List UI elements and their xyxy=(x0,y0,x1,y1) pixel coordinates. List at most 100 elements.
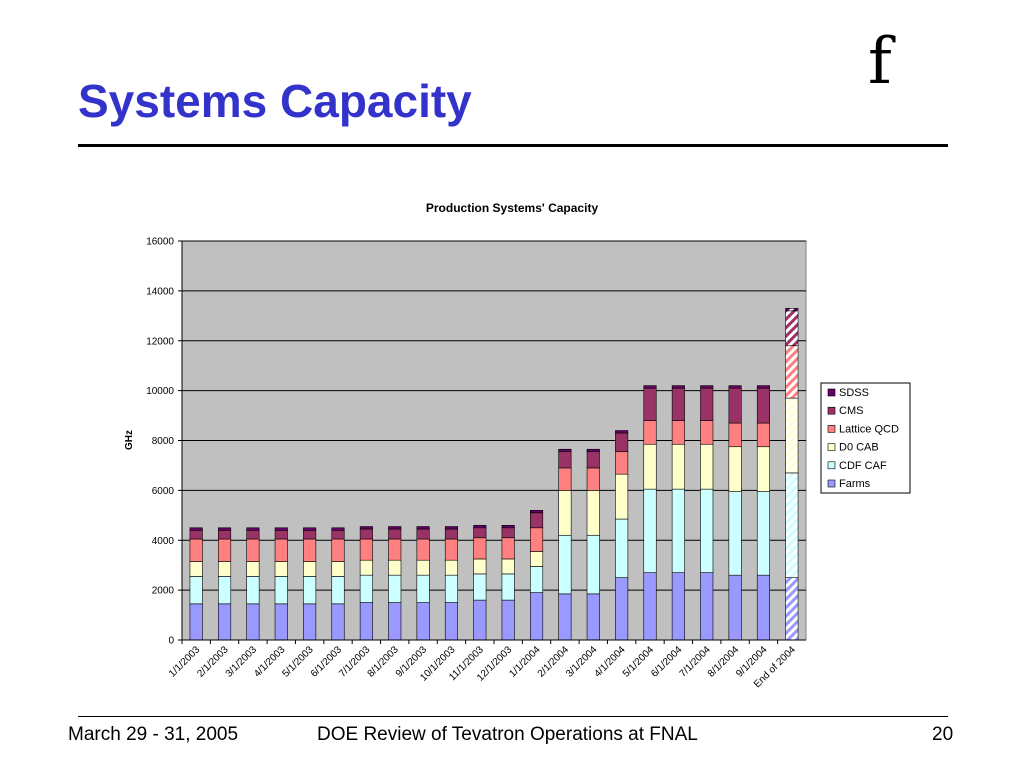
bar-cdf-caf-4-1-2003 xyxy=(274,576,288,605)
footer-date: March 29 - 31, 2005 xyxy=(68,724,239,745)
bar-farms-3-1-2003 xyxy=(246,603,260,641)
bar-d0-cab-5-1-2003 xyxy=(303,561,317,577)
bar-cdf-caf-4-1-2004 xyxy=(615,518,629,578)
bar-cms-9-1-2003 xyxy=(416,528,430,540)
bar-lattice-qcd-4-1-2004 xyxy=(615,451,629,475)
bar-cdf-caf-2-1-2004 xyxy=(558,534,572,595)
bar-d0-cab-9-1-2003 xyxy=(416,559,430,576)
bar-sdss-1-1-2004 xyxy=(530,510,544,514)
chart-title: Production Systems' Capacity xyxy=(426,201,599,215)
bar-cms-2-1-2004 xyxy=(558,451,572,469)
bar-cdf-caf-3-1-2003 xyxy=(246,576,260,605)
page-title: Systems Capacity xyxy=(78,75,472,127)
bar-sdss-6-1-2004 xyxy=(671,385,685,389)
bar-cdf-caf-8-1-2003 xyxy=(388,574,402,603)
bar-d0-cab-6-1-2004 xyxy=(671,443,685,490)
bar-d0-cab-6-1-2003 xyxy=(331,561,345,577)
bar-cdf-caf-3-1-2004 xyxy=(586,534,600,595)
bar-cdf-caf-6-1-2003 xyxy=(331,576,345,605)
bar-lattice-qcd-7-1-2003 xyxy=(359,538,373,561)
bar-cdf-caf-1-1-2004 xyxy=(530,566,544,593)
bar-sdss-3-1-2003 xyxy=(246,527,260,531)
x-tick-labels: 1/1/20032/1/20033/1/20034/1/20035/1/2003… xyxy=(167,640,798,690)
bar-cdf-caf-10-1-2003 xyxy=(444,574,458,603)
bar-cms-1-1-2004 xyxy=(530,512,544,529)
title-divider xyxy=(78,144,948,147)
bar-series xyxy=(189,308,799,641)
bar-cms-5-1-2003 xyxy=(303,529,317,540)
bar-sdss-11-1-2003 xyxy=(473,524,487,529)
y-tick-14000: 14000 xyxy=(146,286,174,297)
bar-lattice-qcd-11-1-2003 xyxy=(473,537,487,560)
bar-d0-cab-8-1-2003 xyxy=(388,559,402,576)
legend-swatch-lattice-qcd xyxy=(827,425,836,433)
bar-cdf-caf-5-1-2003 xyxy=(303,576,317,605)
bar-farms-6-1-2003 xyxy=(331,603,345,641)
bar-lattice-qcd-3-1-2004 xyxy=(586,467,600,491)
bar-d0-cab-end-of-2004 xyxy=(785,397,799,474)
bar-d0-cab-3-1-2003 xyxy=(246,561,260,577)
y-tick-10000: 10000 xyxy=(146,386,174,397)
bar-cms-8-1-2004 xyxy=(728,387,742,424)
bar-cdf-caf-8-1-2004 xyxy=(728,491,742,576)
bar-cms-3-1-2003 xyxy=(246,529,260,540)
bar-lattice-qcd-7-1-2004 xyxy=(700,420,714,445)
bar-lattice-qcd-8-1-2003 xyxy=(388,538,402,561)
bar-d0-cab-2-1-2003 xyxy=(218,561,232,577)
bar-farms-1-1-2004 xyxy=(530,592,544,641)
bar-sdss-9-1-2003 xyxy=(416,526,430,530)
y-tick-labels: 0 2000 4000 6000 8000 10000 12000 14000 16000 xyxy=(146,237,182,647)
bar-cdf-caf-7-1-2004 xyxy=(700,488,714,573)
fermilab-logo-icon: f xyxy=(868,25,892,99)
bar-lattice-qcd-9-1-2003 xyxy=(416,538,430,561)
y-tick-16000: 16000 xyxy=(146,237,174,248)
footer-event: DOE Review of Tevatron Operations at FNA… xyxy=(317,724,698,745)
legend-swatch-cdf-caf xyxy=(827,461,836,470)
bar-sdss-2-1-2004 xyxy=(558,448,572,453)
bar-sdss-12-1-2003 xyxy=(501,524,515,529)
bar-farms-7-1-2003 xyxy=(359,602,373,641)
bar-lattice-qcd-6-1-2004 xyxy=(671,420,685,445)
legend-label-farms: Farms xyxy=(839,478,871,490)
bar-farms-9-1-2004 xyxy=(756,574,770,641)
bar-d0-cab-1-1-2004 xyxy=(530,551,544,567)
bar-lattice-qcd-2-1-2004 xyxy=(558,467,572,491)
bar-cms-7-1-2003 xyxy=(359,528,373,540)
legend-label-sdss: SDSS xyxy=(839,387,869,399)
bar-farms-4-1-2003 xyxy=(274,603,288,641)
bar-farms-5-1-2003 xyxy=(303,603,317,641)
bar-d0-cab-2-1-2004 xyxy=(558,490,572,536)
bar-cdf-caf-1-1-2003 xyxy=(189,576,203,605)
y-tick-4000: 4000 xyxy=(152,536,175,547)
bar-d0-cab-7-1-2003 xyxy=(359,559,373,576)
bar-sdss-4-1-2003 xyxy=(274,527,288,531)
bar-sdss-4-1-2004 xyxy=(615,430,629,434)
bar-sdss-7-1-2004 xyxy=(700,385,714,389)
bar-d0-cab-5-1-2004 xyxy=(643,443,657,490)
bar-cms-5-1-2004 xyxy=(643,387,657,421)
bar-farms-6-1-2004 xyxy=(671,572,685,641)
y-tick-6000: 6000 xyxy=(152,486,175,497)
y-tick-2000: 2000 xyxy=(152,586,175,597)
bar-sdss-5-1-2003 xyxy=(303,527,317,531)
bar-lattice-qcd-12-1-2003 xyxy=(501,537,515,560)
bar-cdf-caf-12-1-2003 xyxy=(501,573,515,601)
bar-lattice-qcd-end-of-2004 xyxy=(785,345,799,399)
bar-cdf-caf-end-of-2004 xyxy=(785,472,799,578)
bar-cms-11-1-2003 xyxy=(473,527,487,539)
legend-box xyxy=(820,382,911,494)
legend-swatch-farms xyxy=(827,479,836,488)
bar-cdf-caf-5-1-2004 xyxy=(643,488,657,573)
bar-d0-cab-11-1-2003 xyxy=(473,558,487,575)
bar-cms-1-1-2003 xyxy=(189,529,203,540)
legend-label-cdf-caf: CDF CAF xyxy=(839,460,887,472)
bar-cms-8-1-2003 xyxy=(388,528,402,540)
bar-farms-4-1-2004 xyxy=(615,577,629,641)
bar-sdss-7-1-2003 xyxy=(359,526,373,530)
bar-cms-6-1-2004 xyxy=(671,387,685,421)
legend-label-lattice-qcd: Lattice QCD xyxy=(839,423,899,435)
bar-lattice-qcd-4-1-2003 xyxy=(274,538,288,562)
bar-lattice-qcd-10-1-2003 xyxy=(444,538,458,561)
footer-page-number: 20 xyxy=(932,724,954,745)
